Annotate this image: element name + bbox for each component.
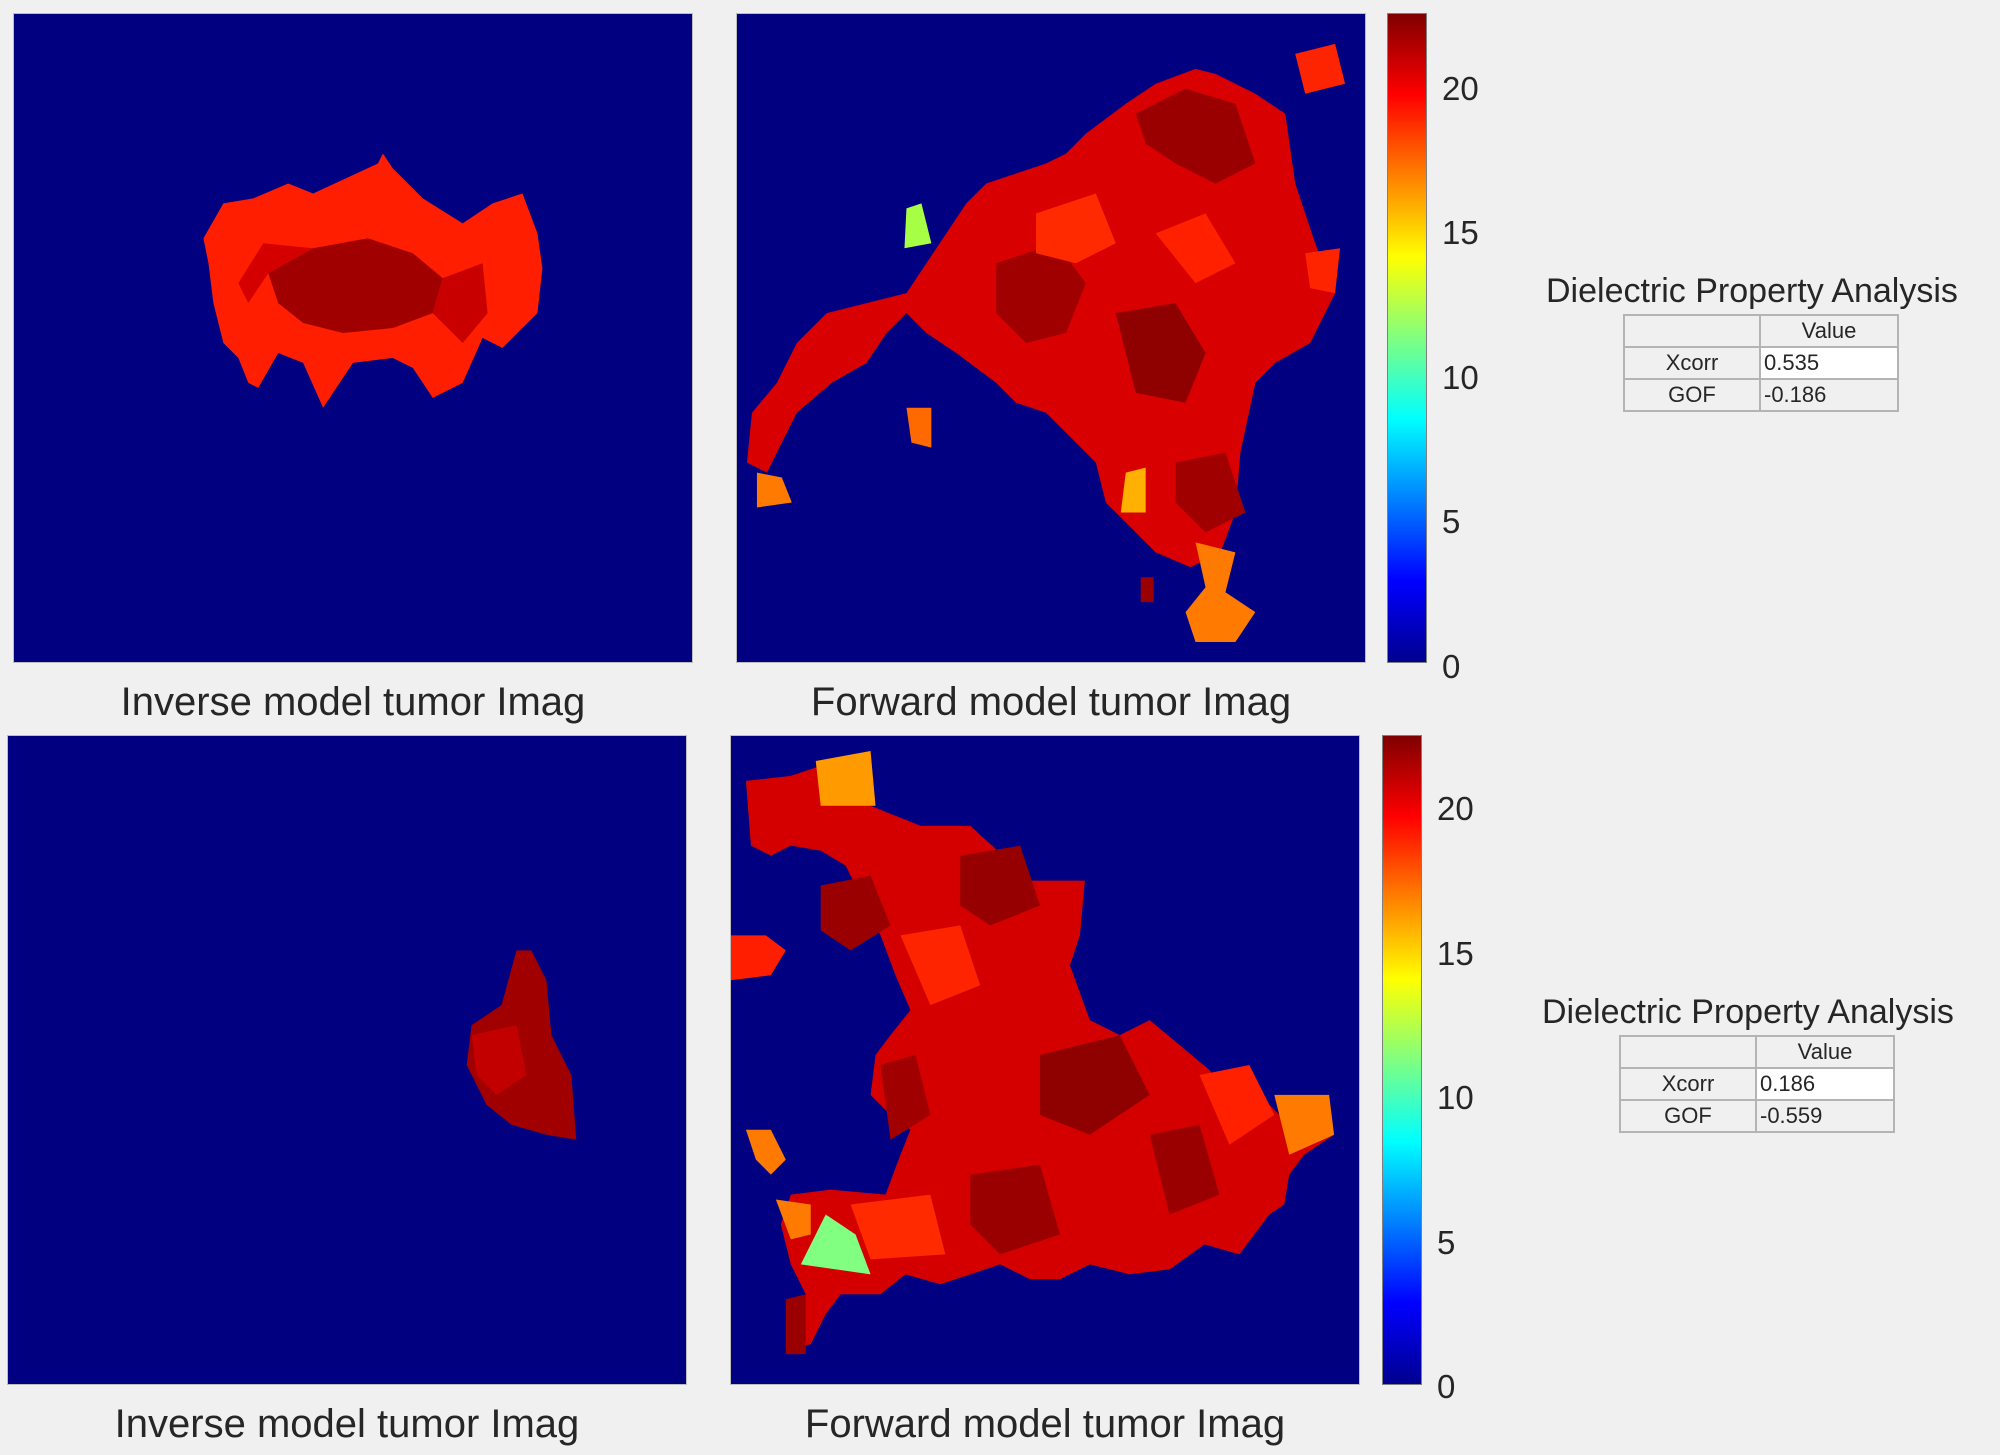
tumor-dark: [970, 1164, 1060, 1255]
tumor-orange: [1274, 1094, 1335, 1155]
colorbar-tick-2-5: 5: [1437, 1224, 1456, 1261]
tumor-speck: [1140, 577, 1154, 603]
gof-value-cell[interactable]: -0.186: [1759, 378, 1899, 412]
tumor-yellow: [1120, 467, 1146, 513]
tumor-orange: [775, 1199, 811, 1240]
tumor-bright: [1295, 43, 1346, 94]
analysis-title-1: Dielectric Property Analysis: [1546, 272, 1958, 310]
tumor-green: [800, 1214, 871, 1275]
tumor-core: [268, 238, 443, 334]
tumor-bright: [1155, 213, 1236, 284]
tumor-bright: [1036, 193, 1116, 264]
tumor-bright: [731, 935, 786, 981]
inverse-image-1: [13, 13, 693, 663]
colorbar-tick-1-15: 15: [1442, 214, 1479, 251]
analysis-table-2: Value Xcorr 0.186 GOF -0.559: [1619, 1035, 1895, 1133]
forward-tumor-map-2: [731, 750, 1335, 1355]
colorbar-tick-1-0: 0: [1442, 648, 1461, 685]
tumor-region: [466, 950, 577, 1140]
table-header-blank: [1619, 1035, 1757, 1069]
tumor-dark: [1040, 1035, 1150, 1135]
forward-tumor-map-1: [746, 43, 1346, 643]
tumor-dark-speck: [785, 1294, 806, 1355]
tumor-bright: [850, 1194, 946, 1260]
tumor-orange: [815, 750, 876, 806]
tumor-mid: [432, 263, 488, 343]
xcorr-value-cell[interactable]: 0.186: [1755, 1067, 1895, 1101]
colorbar-tick-2-0: 0: [1437, 1368, 1456, 1405]
colorbar-tick-1-10: 10: [1442, 359, 1479, 396]
inverse-tumor-map-2: [466, 950, 577, 1140]
tumor-orange: [756, 472, 792, 508]
colorbar-tick-1-5: 5: [1442, 503, 1461, 540]
tumor-dark: [1175, 452, 1246, 533]
colorbar-tick-2-20: 20: [1437, 790, 1474, 827]
tumor-orange: [1185, 542, 1256, 643]
tumor-mid: [471, 1025, 527, 1095]
inverse-image-2: [7, 735, 687, 1385]
tumor-mid: [238, 243, 314, 304]
colorbar-tick-2-10: 10: [1437, 1079, 1474, 1116]
tumor-dark: [996, 243, 1086, 343]
gof-value-cell[interactable]: -0.559: [1755, 1099, 1895, 1133]
table-header-value: Value: [1759, 314, 1899, 348]
tumor-dark: [880, 1055, 931, 1140]
tumor-dark: [1115, 303, 1206, 403]
forward-image-2: [730, 735, 1360, 1385]
colorbar-1: [1387, 13, 1427, 663]
tumor-dark: [1135, 88, 1256, 184]
row-label-xcorr: Xcorr: [1623, 346, 1761, 380]
inverse-tumor-map-1: [203, 153, 543, 408]
row-label-gof: GOF: [1623, 378, 1761, 412]
inverse-title-2: Inverse model tumor Imag: [114, 1402, 580, 1446]
tumor-orange: [745, 1129, 786, 1175]
tumor-green: [904, 203, 932, 249]
xcorr-value-cell[interactable]: 0.535: [1759, 346, 1899, 380]
forward-image-1: [736, 13, 1366, 663]
table-header-blank: [1623, 314, 1761, 348]
analysis-table-1: Value Xcorr 0.535 GOF -0.186: [1623, 314, 1899, 412]
table-header-value: Value: [1755, 1035, 1895, 1069]
tumor-bright: [1305, 248, 1341, 294]
analysis-title-2: Dielectric Property Analysis: [1542, 993, 1954, 1031]
colorbar-tick-2-15: 15: [1437, 935, 1474, 972]
inverse-title-1: Inverse model tumor Imag: [120, 680, 586, 724]
forward-title-1: Forward model tumor Imag: [810, 680, 1292, 724]
row-label-gof: GOF: [1619, 1099, 1757, 1133]
colorbar-tick-1-20: 20: [1442, 70, 1479, 107]
row-label-xcorr: Xcorr: [1619, 1067, 1757, 1101]
tumor-dark: [820, 875, 891, 951]
tumor-bright: [1199, 1064, 1275, 1145]
tumor-bright: [900, 925, 981, 1006]
tumor-orange: [906, 407, 932, 448]
tumor-dark: [960, 845, 1041, 926]
colorbar-2: [1382, 735, 1422, 1385]
tumor-dark: [1149, 1124, 1220, 1215]
forward-title-2: Forward model tumor Imag: [804, 1402, 1286, 1446]
